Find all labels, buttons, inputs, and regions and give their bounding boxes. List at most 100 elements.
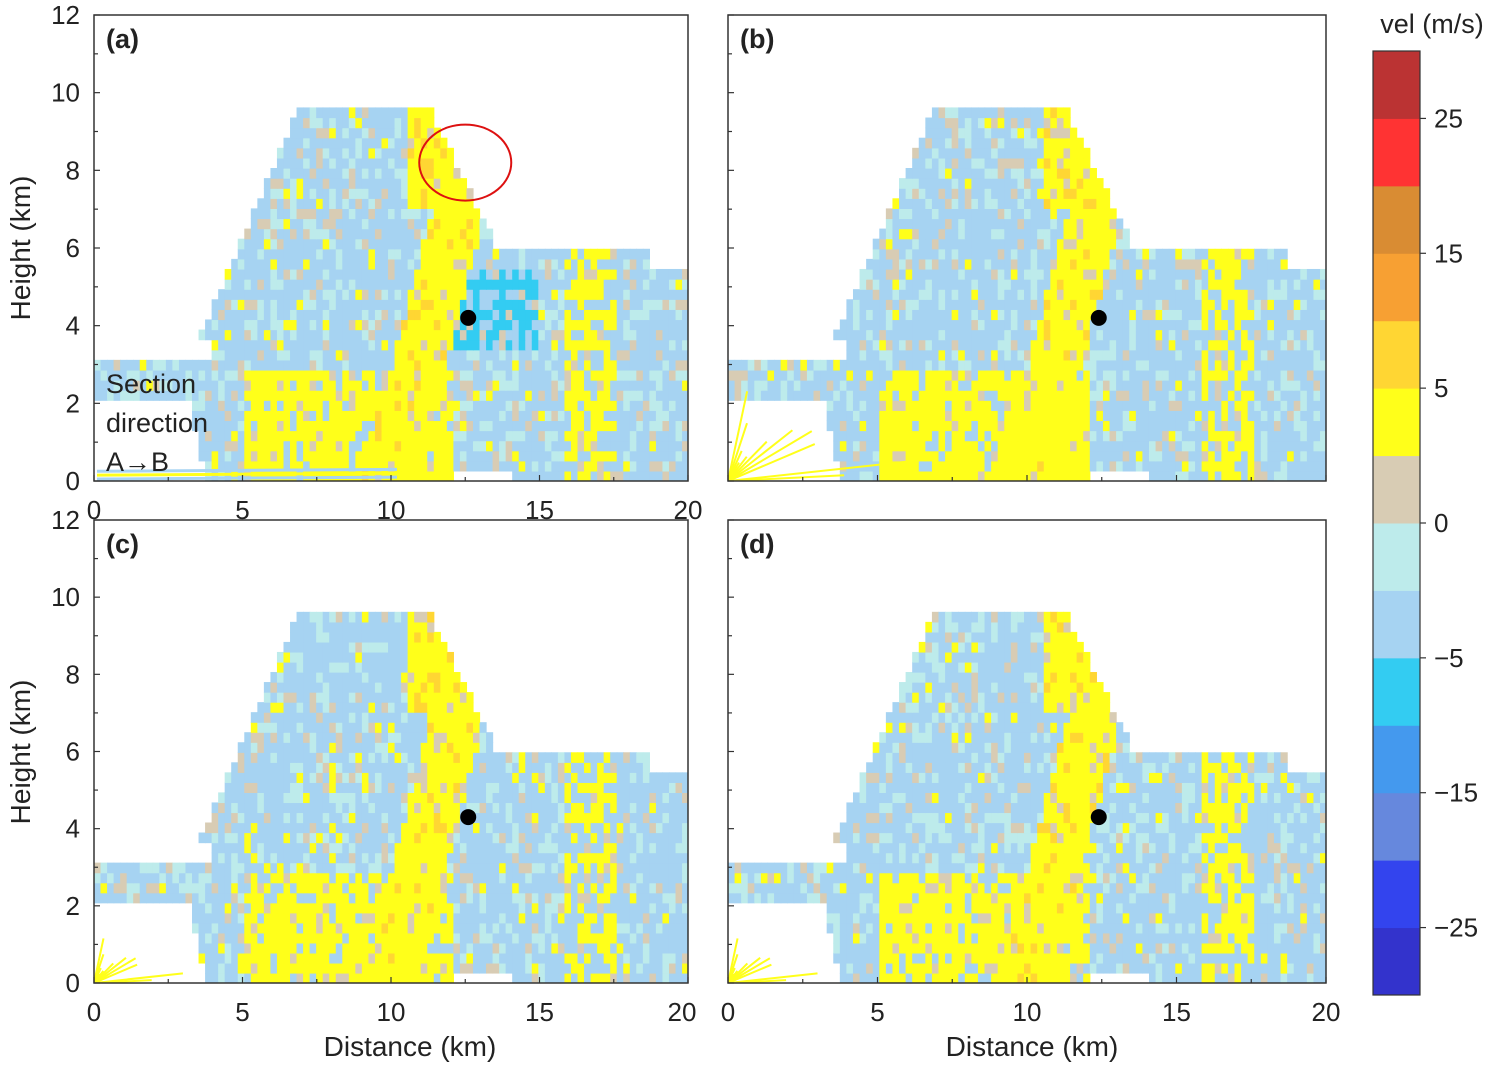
- velocity-cell: [662, 470, 670, 481]
- velocity-cell: [747, 359, 755, 371]
- velocity-cell: [1030, 390, 1038, 401]
- velocity-cell: [584, 962, 592, 974]
- velocity-cell: [1063, 390, 1071, 401]
- velocity-cell: [348, 952, 356, 964]
- velocity-cell: [839, 450, 848, 462]
- velocity-cell: [335, 349, 343, 361]
- velocity-cell: [859, 289, 867, 300]
- velocity-cell: [237, 268, 245, 280]
- velocity-cell: [290, 258, 298, 270]
- velocity-cell: [584, 912, 592, 924]
- velocity-cell: [283, 157, 291, 169]
- velocity-cell: [971, 157, 979, 169]
- velocity-cell: [355, 380, 363, 391]
- velocity-cell: [1247, 430, 1255, 442]
- velocity-cell: [414, 228, 422, 240]
- velocity-cell: [1037, 329, 1045, 341]
- velocity-cell: [244, 410, 252, 422]
- velocity-cell: [1109, 369, 1117, 381]
- velocity-cell: [1096, 390, 1104, 401]
- velocity-cell: [1030, 248, 1038, 260]
- velocity-cell: [420, 319, 428, 331]
- velocity-cell: [925, 450, 933, 462]
- velocity-cell: [394, 127, 402, 139]
- velocity-cell: [1148, 450, 1157, 462]
- velocity-cell: [479, 359, 487, 371]
- velocity-cell: [368, 359, 376, 371]
- velocity-cell: [322, 460, 330, 472]
- velocity-cell: [616, 279, 624, 290]
- velocity-cell: [1076, 329, 1084, 341]
- velocity-cell: [531, 390, 539, 401]
- velocity-cell: [984, 359, 992, 371]
- velocity-cell: [1273, 390, 1282, 401]
- velocity-cell: [1043, 218, 1051, 230]
- velocity-cell: [675, 319, 683, 331]
- velocity-cell: [322, 198, 330, 209]
- velocity-cell: [551, 380, 559, 391]
- velocity-cell: [1135, 319, 1144, 331]
- velocity-cell: [971, 390, 979, 401]
- velocity-cell: [407, 279, 415, 290]
- velocity-cell: [388, 218, 396, 230]
- velocity-cell: [590, 258, 598, 270]
- velocity-cell: [1089, 268, 1097, 280]
- velocity-cell: [388, 157, 396, 169]
- velocity-cell: [1043, 359, 1051, 371]
- velocity-cell: [342, 289, 350, 300]
- velocity-cell: [590, 299, 598, 310]
- velocity-cell: [329, 932, 337, 944]
- velocity-cell: [1273, 339, 1282, 351]
- velocity-cell: [486, 268, 494, 280]
- velocity-cell: [139, 390, 147, 401]
- velocity-cell: [544, 932, 552, 944]
- velocity-cell: [348, 157, 356, 169]
- velocity-cell: [446, 972, 454, 983]
- velocity-cell: [401, 188, 409, 199]
- velocity-cell: [407, 369, 415, 381]
- velocity-cell: [1181, 299, 1190, 310]
- velocity-cell: [997, 309, 1005, 321]
- velocity-cell: [466, 248, 474, 260]
- velocity-cell: [662, 309, 670, 321]
- velocity-cell: [597, 329, 605, 341]
- velocity-cell: [649, 420, 657, 432]
- velocity-cell: [1221, 380, 1229, 391]
- velocity-cell: [407, 268, 415, 280]
- velocity-cell: [453, 178, 461, 189]
- velocity-cell: [440, 147, 448, 159]
- velocity-cell: [787, 390, 795, 401]
- velocity-cell: [1004, 228, 1012, 240]
- velocity-cell: [453, 218, 461, 230]
- velocity-cell: [525, 932, 533, 944]
- velocity-cell: [388, 208, 396, 220]
- velocity-cell: [466, 208, 474, 220]
- velocity-cell: [250, 248, 258, 260]
- velocity-cell: [1300, 400, 1308, 411]
- velocity-cell: [597, 258, 605, 270]
- velocity-cell: [899, 400, 907, 411]
- velocity-cell: [290, 248, 298, 260]
- velocity-cell: [1030, 339, 1038, 351]
- velocity-cell: [531, 380, 539, 391]
- velocity-cell: [407, 238, 415, 250]
- velocity-cell: [570, 922, 579, 934]
- velocity-cell: [852, 380, 861, 391]
- velocity-cell: [1010, 178, 1019, 189]
- velocity-cell: [958, 168, 966, 179]
- velocity-cell: [1102, 369, 1111, 381]
- velocity-cell: [1116, 339, 1124, 351]
- velocity-cell: [905, 410, 913, 422]
- velocity-cell: [205, 369, 213, 381]
- velocity-cell: [1070, 470, 1078, 481]
- velocity-cell: [564, 319, 572, 331]
- velocity-cell: [231, 942, 239, 954]
- velocity-cell: [551, 912, 559, 924]
- velocity-cell: [984, 289, 992, 300]
- velocity-cell: [1004, 339, 1012, 351]
- velocity-cell: [918, 470, 926, 481]
- velocity-cell: [623, 299, 631, 310]
- velocity-cell: [892, 329, 900, 341]
- velocity-cell: [368, 380, 376, 391]
- velocity-cell: [440, 972, 448, 983]
